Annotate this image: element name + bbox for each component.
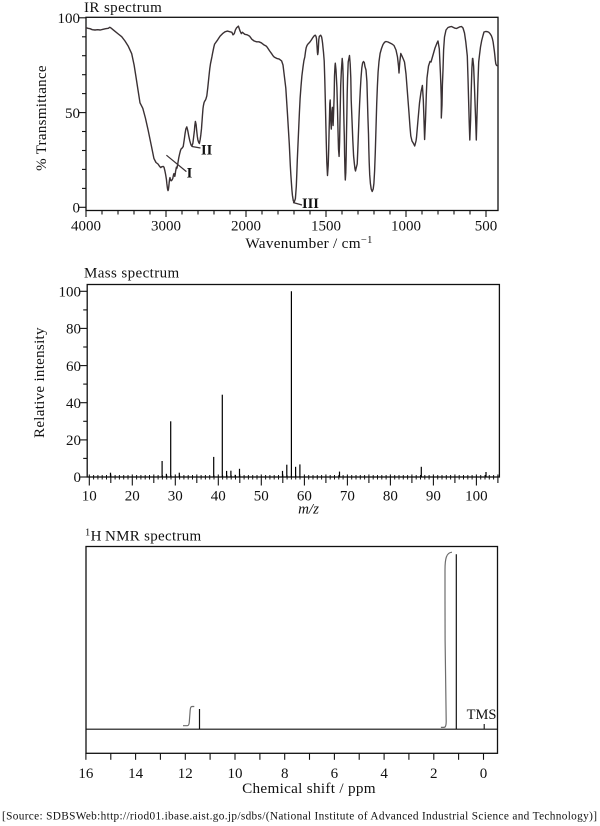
svg-text:m/z: m/z <box>298 502 319 518</box>
svg-text:30: 30 <box>168 489 183 505</box>
svg-text:0: 0 <box>74 470 82 486</box>
svg-text:60: 60 <box>66 359 81 375</box>
svg-text:III: III <box>302 196 319 212</box>
svg-text:20: 20 <box>66 433 81 449</box>
svg-text:12: 12 <box>178 766 193 782</box>
svg-text:20: 20 <box>125 489 140 505</box>
svg-text:TMS: TMS <box>467 707 497 723</box>
svg-text:6: 6 <box>331 766 339 782</box>
svg-text:10: 10 <box>228 766 243 782</box>
svg-text:0: 0 <box>73 201 81 217</box>
svg-text:8: 8 <box>281 766 289 782</box>
svg-text:[Source: SDBSWeb:http://riod01: [Source: SDBSWeb:http://riod01.ibase.ais… <box>2 811 597 823</box>
svg-text:% Transmittance: % Transmittance <box>34 65 50 171</box>
svg-text:100: 100 <box>59 285 82 301</box>
svg-text:Mass spectrum: Mass spectrum <box>84 266 180 282</box>
svg-text:I: I <box>187 165 193 181</box>
svg-text:Chemical shift / ppm: Chemical shift / ppm <box>242 780 376 797</box>
svg-text:0: 0 <box>480 766 488 782</box>
svg-text:1H NMR spectrum: 1H NMR spectrum <box>85 527 202 545</box>
svg-text:2000: 2000 <box>231 219 261 235</box>
svg-text:Relative intensity: Relative intensity <box>32 327 48 438</box>
svg-text:10: 10 <box>82 489 97 505</box>
svg-text:3000: 3000 <box>151 219 181 235</box>
svg-text:70: 70 <box>340 489 355 505</box>
svg-text:50: 50 <box>65 106 80 122</box>
svg-text:80: 80 <box>66 322 81 338</box>
svg-text:4: 4 <box>380 766 388 782</box>
svg-text:IR spectrum: IR spectrum <box>84 0 162 16</box>
svg-text:500: 500 <box>475 219 498 235</box>
svg-text:II: II <box>201 143 213 159</box>
svg-text:1000: 1000 <box>391 219 421 235</box>
svg-text:1500: 1500 <box>311 219 341 235</box>
svg-text:14: 14 <box>128 766 144 782</box>
svg-text:100: 100 <box>58 11 81 27</box>
svg-text:Wavenumber / cm−1: Wavenumber / cm−1 <box>245 235 372 253</box>
svg-text:90: 90 <box>426 489 441 505</box>
svg-text:16: 16 <box>78 766 94 782</box>
svg-text:40: 40 <box>66 396 81 412</box>
svg-text:100: 100 <box>465 489 488 505</box>
svg-text:4000: 4000 <box>71 219 101 235</box>
svg-text:80: 80 <box>383 489 398 505</box>
svg-text:50: 50 <box>254 489 269 505</box>
svg-text:2: 2 <box>430 766 438 782</box>
svg-text:60: 60 <box>297 489 312 505</box>
svg-text:40: 40 <box>211 489 226 505</box>
